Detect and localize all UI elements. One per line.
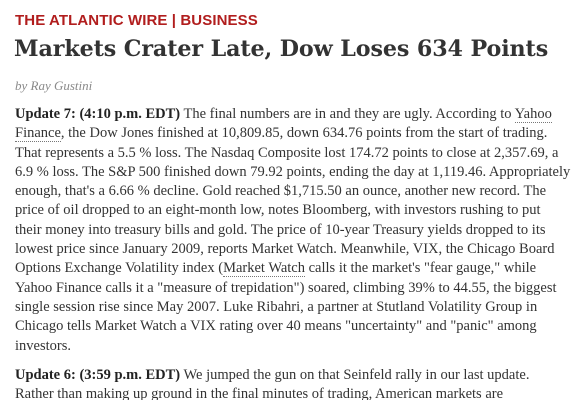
paragraph-text: , the Dow Jones finished at 10,809.85, d… <box>60 125 548 142</box>
paragraph-line: enough, that's a 6.66 % decline. Gold re… <box>15 183 547 200</box>
paragraph-text: calls it the market's "fear gauge," whil… <box>305 260 537 277</box>
paragraph-line: Finance, the Dow Jones finished at 10,80… <box>15 124 570 143</box>
paragraph-line: lowest price since January 2009, reports… <box>15 241 555 258</box>
paragraph-line: Update 6: (3:59 p.m. EDT) We jumped the … <box>15 366 529 385</box>
paragraph-line: Update 7: (4:10 p.m. EDT) The final numb… <box>15 105 570 124</box>
yahoo-finance-link[interactable]: Yahoo <box>514 106 552 123</box>
update-6-lead: Update 6: (3:59 p.m. EDT) <box>15 367 181 383</box>
update-7-paragraph: Update 7: (4:10 p.m. EDT) The final numb… <box>15 105 570 356</box>
paragraph-text: Options Exchange Volatility index ( <box>15 260 224 277</box>
paragraph-line: their money into treasury bills and gold… <box>15 221 546 238</box>
paragraph-line: Yahoo Finance calls it a "measure of tre… <box>15 279 557 296</box>
market-watch-link[interactable]: Market Watch <box>223 260 305 278</box>
paragraph-text: We jumped the gun on that Seinfeld rally… <box>180 367 530 383</box>
article-headline: Markets Crater Late, Dow Loses 634 Point… <box>14 36 549 62</box>
paragraph-line: single session rise since May 2007. Luke… <box>15 298 538 315</box>
paragraph-line: 6.9 % loss. The S&P 500 finished down 79… <box>15 163 571 180</box>
yahoo-finance-link[interactable]: Finance <box>15 125 61 143</box>
update-6-paragraph: Update 6: (3:59 p.m. EDT) We jumped the … <box>15 366 529 400</box>
paragraph-line: investors. <box>15 337 71 354</box>
paragraph-line: Rather than making up ground in the fina… <box>15 386 504 400</box>
paragraph-line: price of oil dropped to an eight-month l… <box>15 202 541 219</box>
byline: by Ray Gustini <box>15 78 93 93</box>
update-7-lead: Update 7: (4:10 p.m. EDT) <box>15 106 181 122</box>
section-kicker[interactable]: THE ATLANTIC WIRE | BUSINESS <box>15 12 258 29</box>
paragraph-line: Options Exchange Volatility index (Marke… <box>15 259 570 278</box>
paragraph-line: That represents a 5.5 % loss. The Nasdaq… <box>15 144 559 161</box>
paragraph-text: The final numbers are in and they are ug… <box>180 106 515 122</box>
paragraph-line: Chicago tells Market Watch a VIX rating … <box>15 318 537 335</box>
